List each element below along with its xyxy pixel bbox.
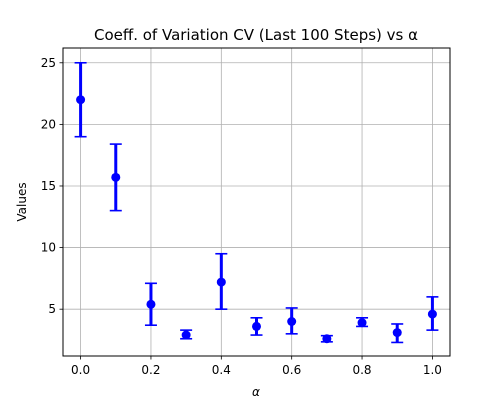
y-tick-label: 20 xyxy=(41,117,56,131)
data-point xyxy=(181,330,191,340)
y-tick-label: 15 xyxy=(41,179,56,193)
data-point xyxy=(322,334,332,344)
y-tick-label: 5 xyxy=(48,302,56,316)
grid-lines xyxy=(63,48,450,356)
data-point xyxy=(111,172,121,182)
x-tick-label: 0.2 xyxy=(141,363,160,377)
data-point xyxy=(392,328,402,338)
y-axis-label: Values xyxy=(15,182,29,221)
data-point xyxy=(427,309,437,319)
x-tick-label: 0.6 xyxy=(282,363,301,377)
data-point xyxy=(216,277,226,287)
data-point xyxy=(287,317,297,327)
x-tick-label: 0.8 xyxy=(352,363,371,377)
data-point xyxy=(252,321,261,331)
data-point xyxy=(76,95,86,105)
y-tick-label: 25 xyxy=(41,56,56,70)
x-tick-label: 0.0 xyxy=(71,363,90,377)
x-tick-label: 1.0 xyxy=(423,363,442,377)
x-tick-label: 0.4 xyxy=(212,363,231,377)
data-point xyxy=(146,299,156,309)
axis-ticks: 0.0 0.2 0.4 0.6 0.8 1.0 5 10 15 20 25 xyxy=(41,56,442,377)
chart-title: Coeff. of Variation CV (Last 100 Steps) … xyxy=(94,26,418,44)
data-points xyxy=(76,95,437,344)
plot-area-frame xyxy=(62,47,451,357)
data-point xyxy=(357,318,367,328)
y-tick-label: 10 xyxy=(41,241,56,255)
x-axis-label: α xyxy=(252,385,260,399)
